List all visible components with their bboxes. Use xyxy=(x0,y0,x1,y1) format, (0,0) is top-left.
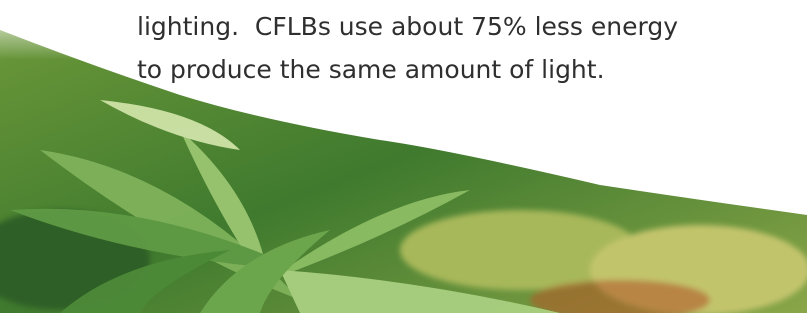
body-text-line: lighting. CFLBs use about 75% less energ… xyxy=(137,12,678,42)
page: lighting. CFLBs use about 75% less energ… xyxy=(0,0,807,313)
body-text-line: to produce the same amount of light. xyxy=(137,55,605,85)
plant-photo xyxy=(0,0,807,313)
